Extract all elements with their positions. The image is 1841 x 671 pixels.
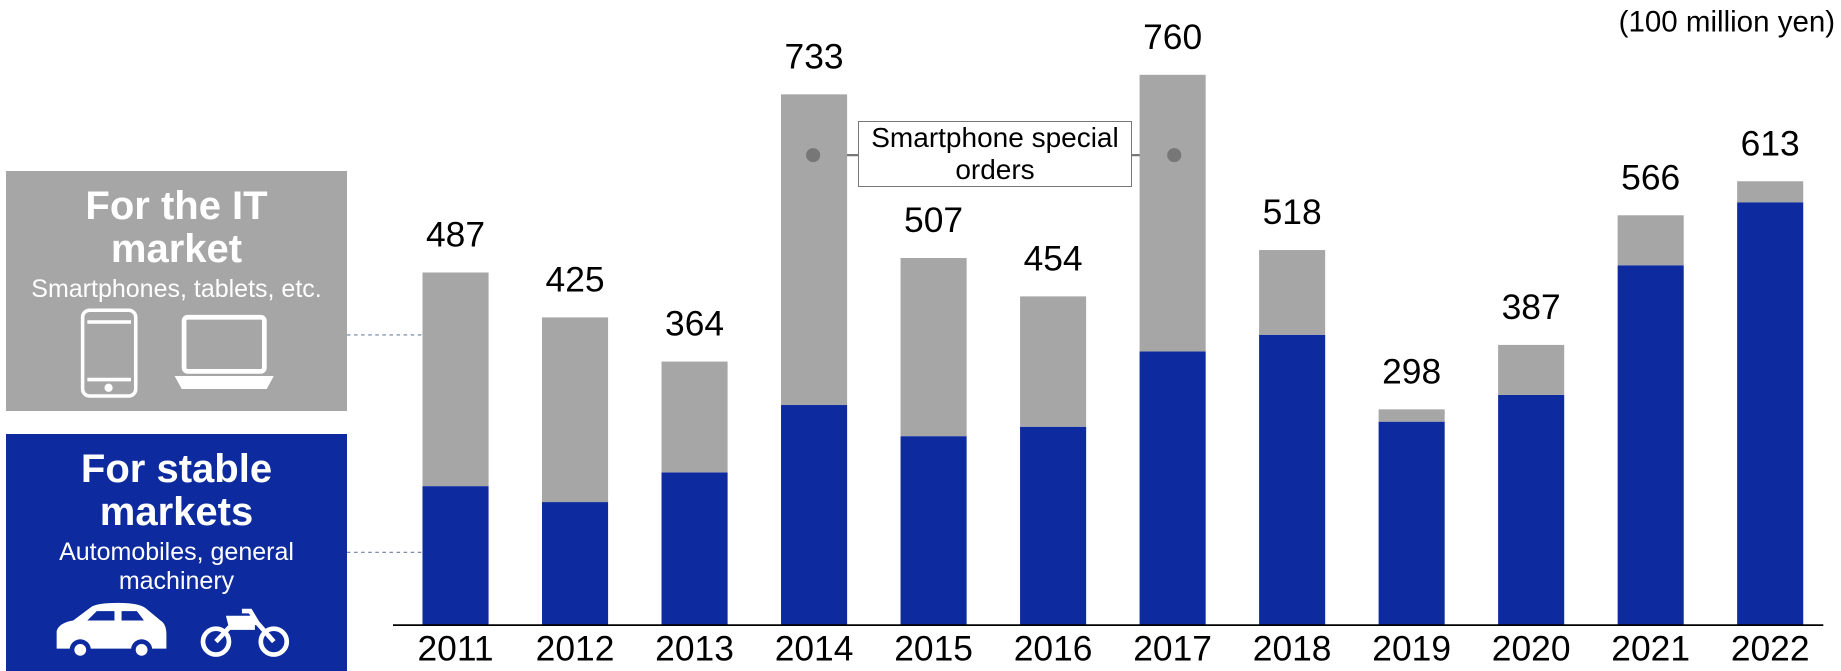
x-tick-label: 2011 [417,629,493,668]
x-tick-label: 2018 [1253,629,1332,668]
total-label: 518 [1263,193,1322,232]
bar-segment [1737,181,1804,203]
bar-segment [900,258,967,437]
total-label: 298 [1382,352,1441,391]
bar-segment [542,317,609,503]
total-label: 733 [785,37,844,76]
bar-segment [422,486,489,626]
bar-segment [661,472,728,626]
series-name: For the IT market [85,184,268,271]
bar-segment [1259,250,1326,335]
bar-segment [900,436,967,626]
x-tick-label: 2019 [1372,629,1451,668]
series-description: Smartphones, tablets, etc. [31,275,322,303]
bar-segment [1020,426,1087,626]
x-tick-label: 2021 [1611,629,1690,668]
bar-segment [1139,74,1206,352]
total-label: 566 [1621,158,1680,197]
x-tick-label: 2022 [1731,629,1810,668]
bar-segment [1139,351,1206,626]
bar-segment [1498,344,1565,395]
x-tick-label: 2014 [775,629,854,668]
bar-segment [1259,334,1326,626]
x-tick-label: 2020 [1492,629,1571,668]
bar-segment [1020,296,1087,427]
bar-segment [661,361,728,473]
stable-market-panel: For stable markets Automobiles, general … [6,434,347,671]
bar-segment [1617,215,1684,266]
annotation-dot [806,148,821,163]
unit-label: (100 million yen) [1619,5,1835,38]
total-label: 454 [1024,240,1083,279]
bar-segment [1378,409,1445,422]
total-label: 425 [546,261,605,300]
x-tick-label: 2012 [536,629,615,668]
total-label: 613 [1741,124,1800,163]
total-label: 487 [426,216,485,255]
bar-segment [781,94,848,406]
bar-segment [781,405,848,626]
it-market-panel: For the IT market Smartphones, tablets, … [6,171,347,411]
annotation-dot [1167,148,1182,163]
x-tick-label: 2015 [894,629,973,668]
total-label: 507 [904,201,963,240]
bar-segment [422,272,489,487]
series-description: Automobiles, general machinery [59,538,294,595]
bar-segment [1737,202,1804,626]
bar-segment [1378,421,1445,626]
total-label: 387 [1502,288,1561,327]
bar-segment [1498,394,1565,626]
bar-segment [1617,265,1684,626]
x-tick-label: 2017 [1133,629,1212,668]
total-label: 364 [665,305,724,344]
total-label: 760 [1143,18,1202,57]
annotation: Smartphone special orders [858,121,1132,187]
bar-segment [542,502,609,626]
x-tick-label: 2016 [1014,629,1093,668]
x-tick-label: 2013 [655,629,734,668]
series-name: For stable markets [80,447,273,534]
